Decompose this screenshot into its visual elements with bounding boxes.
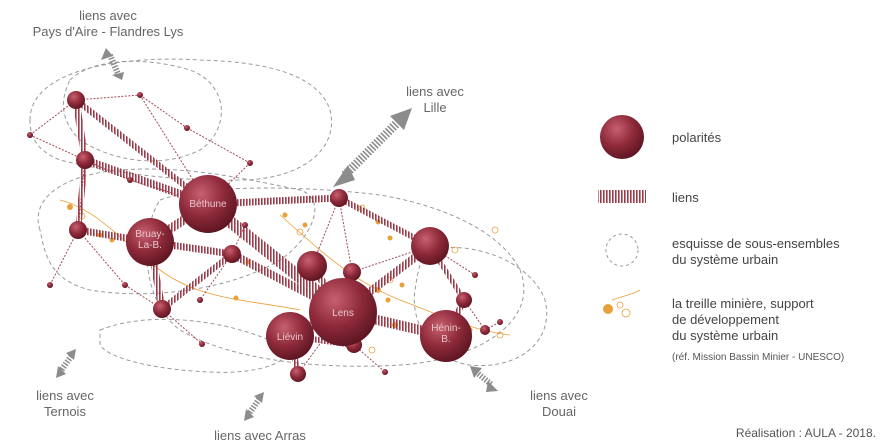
label-bruay-line: La-B. (138, 240, 162, 251)
label-henin-line: B. (441, 334, 450, 345)
label-bethune-line: Béthune (189, 199, 227, 210)
label-pays-aire: liens avec Pays d'Aire - Flandres Lys (32, 8, 184, 39)
node-lens (309, 278, 377, 346)
label-ternois: liens avec Ternois (36, 388, 94, 419)
node-lievin (266, 312, 314, 360)
label-lievin-line: Liévin (277, 332, 303, 343)
legend-treille-icon (603, 289, 641, 318)
arrow-arras-icon (244, 392, 264, 421)
legend-polarites: polarités (672, 130, 722, 145)
legend-esquisse: esquisse de sous-ensembles du système ur… (672, 236, 840, 267)
label-douai: liens avec Douai (530, 388, 588, 419)
node-henin (420, 310, 472, 362)
label-lievin: Liévin (277, 332, 303, 343)
legend-polarite-icon (600, 115, 644, 159)
legend-esquisse-icon (605, 233, 639, 267)
legend-liens: liens (672, 190, 699, 205)
label-bruay-line: Bruay- (135, 229, 164, 240)
arrow-pays-aire-icon (101, 48, 124, 80)
legend-treille-ref: (réf. Mission Bassin Minier - UNESCO) (672, 352, 845, 363)
arrow-douai-icon (470, 366, 498, 392)
label-bruay: Bruay-La-B. (135, 229, 164, 251)
treille-miniere (67, 204, 473, 333)
credit: Réalisation : AULA - 2018. (735, 426, 876, 440)
label-lille: liens avec Lille (406, 84, 464, 115)
label-bethune: Béthune (189, 199, 227, 210)
legend-treille: la treille minière, support de développe… (672, 296, 814, 343)
legend-liens-icon (598, 190, 646, 203)
arrow-lille-icon (333, 108, 412, 187)
label-lens: Lens (332, 308, 354, 319)
label-henin: Hénin-B. (431, 323, 460, 345)
label-henin-line: Hénin- (431, 323, 460, 334)
label-arras: liens avec Arras (214, 428, 306, 443)
label-lens-line: Lens (332, 308, 354, 319)
node-bruay (126, 218, 174, 266)
arrow-ternois-icon (56, 349, 76, 378)
external-arrows (56, 48, 498, 421)
node-bethune (179, 175, 237, 233)
